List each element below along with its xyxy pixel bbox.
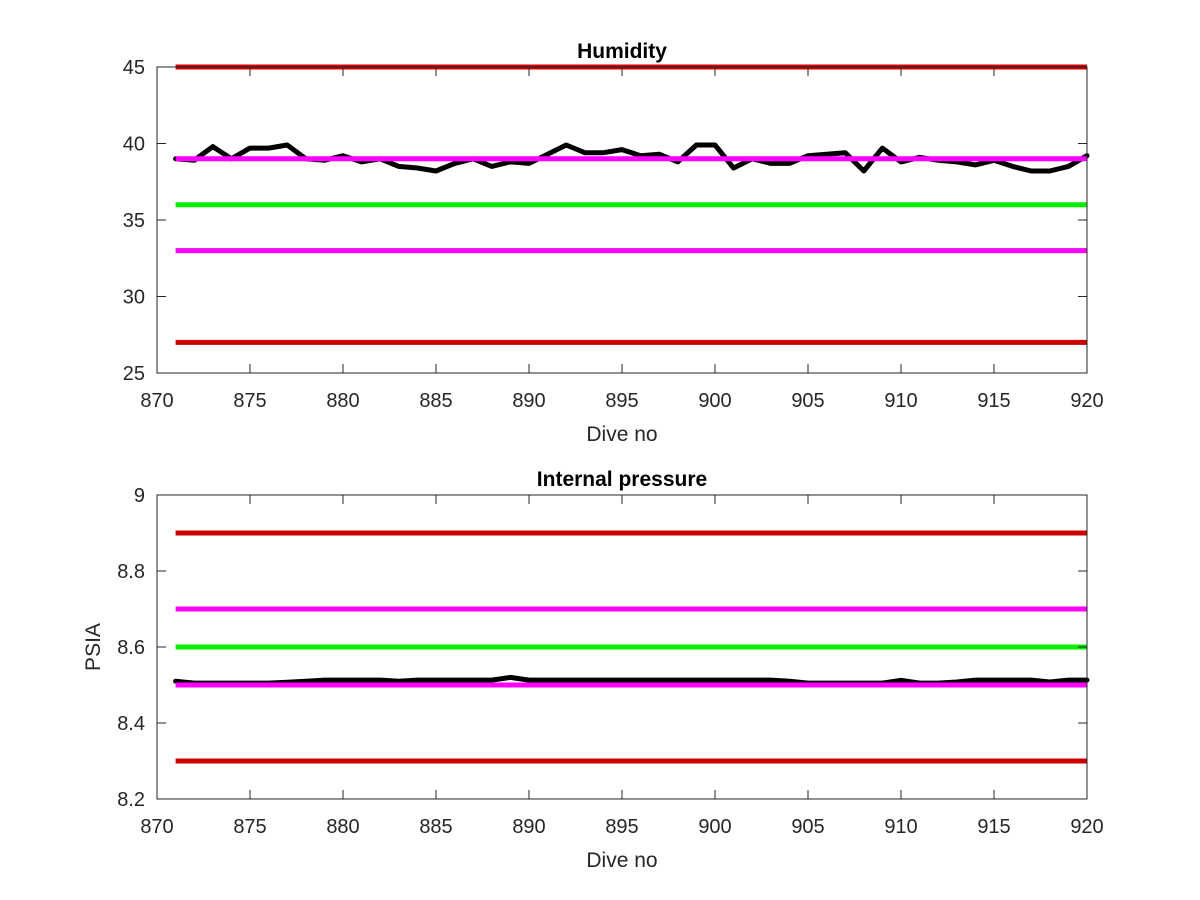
- internal-pressure-x-tick-label: 905: [791, 816, 824, 838]
- internal-pressure-x-tick-label: 915: [977, 816, 1010, 838]
- humidity-title: Humidity: [577, 40, 667, 63]
- humidity-x-tick-label: 910: [884, 390, 917, 412]
- internal-pressure-y-tick-label: 8.8: [117, 561, 145, 583]
- internal-pressure-panel: 870 875 880 885 890 895 900 905 910 915 920 8.2 8.4…: [82, 468, 1104, 872]
- humidity-x-tick-label: 880: [326, 390, 359, 412]
- humidity-y-tick-label: 45: [123, 57, 145, 79]
- internal-pressure-y-tick-label: 8.6: [117, 637, 145, 659]
- internal-pressure-x-tick-label: 875: [233, 816, 266, 838]
- internal-pressure-x-tick-label: 920: [1070, 816, 1103, 838]
- humidity-x-tick-label: 885: [419, 390, 452, 412]
- humidity-x-tick-label: 920: [1070, 390, 1103, 412]
- internal-pressure-plot-area: [173, 530, 1090, 764]
- internal-pressure-title: Internal pressure: [537, 468, 707, 491]
- humidity-y-tick-label: 25: [123, 363, 145, 385]
- internal-pressure-y-tick-label: 8.2: [117, 789, 145, 811]
- humidity-x-axis: 870 875 880 885 890 895 900 905 910 915 920: [140, 67, 1104, 412]
- humidity-panel: 870 875 880 885 890 895 900 905 910 915 920 25 30 35…: [123, 40, 1104, 446]
- internal-pressure-x-tick-label: 910: [884, 816, 917, 838]
- internal-pressure-y-axis-label: PSIA: [82, 623, 105, 671]
- humidity-y-tick-label: 35: [123, 210, 145, 232]
- humidity-x-tick-label: 870: [140, 390, 173, 412]
- internal-pressure-x-tick-label: 870: [140, 816, 173, 838]
- internal-pressure-x-axis-label: Dive no: [586, 849, 657, 872]
- internal-pressure-x-tick-label: 880: [326, 816, 359, 838]
- humidity-x-tick-label: 905: [791, 390, 824, 412]
- internal-pressure-y-tick-label: 9: [134, 485, 145, 507]
- internal-pressure-x-tick-label: 890: [512, 816, 545, 838]
- humidity-x-tick-label: 895: [605, 390, 638, 412]
- humidity-x-axis-label: Dive no: [586, 423, 657, 446]
- internal-pressure-x-axis: 870 875 880 885 890 895 900 905 910 915 920: [140, 495, 1104, 838]
- internal-pressure-x-tick-label: 895: [605, 816, 638, 838]
- humidity-x-tick-label: 900: [698, 390, 731, 412]
- internal-pressure-x-tick-label: 900: [698, 816, 731, 838]
- humidity-y-tick-label: 30: [123, 287, 145, 309]
- humidity-y-axis: 25 30 35 40 45: [123, 57, 1087, 385]
- humidity-x-tick-label: 875: [233, 390, 266, 412]
- internal-pressure-y-axis: 8.2 8.4 8.6 8.8 9: [117, 485, 1087, 811]
- humidity-x-tick-label: 915: [977, 390, 1010, 412]
- internal-pressure-x-tick-label: 885: [419, 816, 452, 838]
- humidity-x-tick-label: 890: [512, 390, 545, 412]
- internal-pressure-y-tick-label: 8.4: [117, 713, 145, 735]
- humidity-y-tick-label: 40: [123, 134, 145, 156]
